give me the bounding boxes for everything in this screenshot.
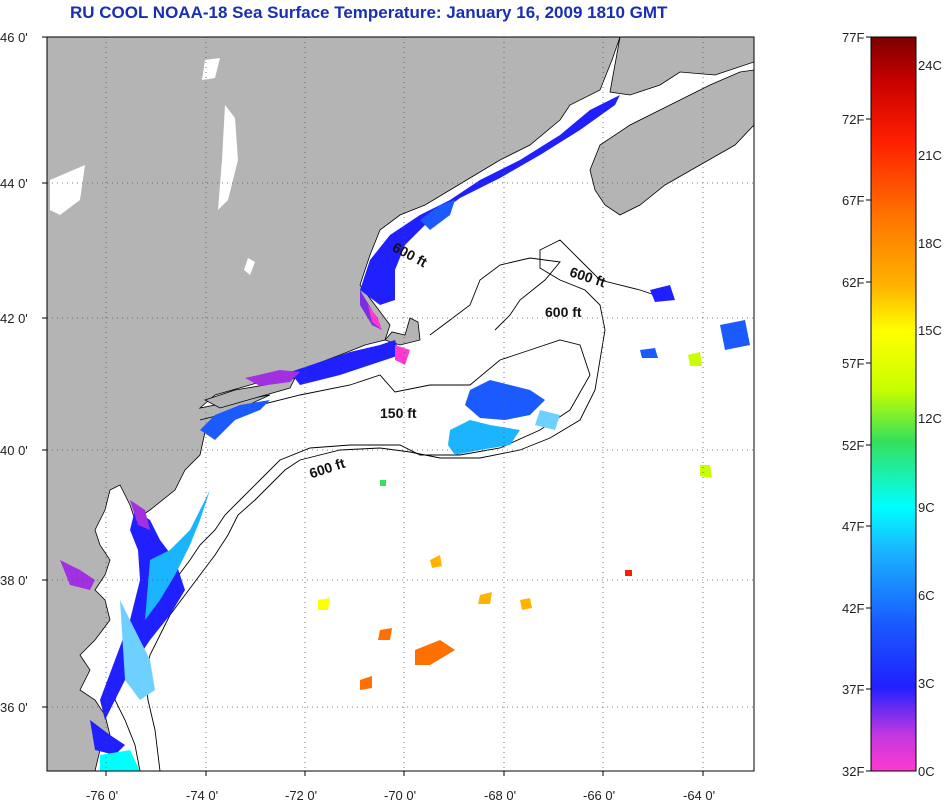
lon-label: -64 0' <box>683 788 715 803</box>
cb-label-c: 9C <box>918 500 935 515</box>
lon-label: -74 0' <box>186 788 218 803</box>
sst-southern-new-england <box>245 340 410 386</box>
colorbar-ticks <box>866 36 871 772</box>
contour-label: 150 ft <box>380 405 417 421</box>
lat-label: 42 0' <box>0 311 28 326</box>
cb-label-c: 21C <box>918 148 942 163</box>
cb-label-c: 3C <box>918 676 935 691</box>
cb-label-c: 24C <box>918 58 942 73</box>
lake <box>244 258 255 275</box>
lat-label: 44 0' <box>0 176 28 191</box>
colorbar-fahrenheit-labels: 77F 72F 67F 62F 57F 52F 47F 42F 37F 32F <box>842 30 864 779</box>
sst-coastal-gulf-of-maine <box>360 95 620 330</box>
land-nova-scotia <box>589 69 754 216</box>
land-cape-cod <box>384 317 421 346</box>
cb-label-c: 0C <box>918 764 935 779</box>
cb-label-f: 47F <box>842 519 864 534</box>
cb-label-f: 67F <box>842 193 864 208</box>
contour-600ft-gulf <box>429 257 561 336</box>
contour-label: 600 ft <box>545 304 582 320</box>
land-canada <box>609 37 754 96</box>
lake <box>218 105 238 210</box>
map-frame <box>46 36 755 772</box>
colorbar <box>870 36 917 772</box>
colorbar-celsius-labels: 24C 21C 18C 15C 12C 9C 6C 3C 0C <box>918 58 942 779</box>
sst-georges-bank <box>448 380 560 455</box>
lake <box>202 58 220 80</box>
cb-label-c: 15C <box>918 323 942 338</box>
cb-label-f: 42F <box>842 601 864 616</box>
latitude-labels: 46 0' 44 0' 42 0' 40 0' 38 0' 36 0' <box>0 30 28 715</box>
land-long-island <box>203 377 296 409</box>
lat-label: 38 0' <box>0 573 28 588</box>
sst-mid-atlantic-shelf <box>60 400 270 771</box>
tick-marks <box>42 36 704 776</box>
lon-label: -70 0' <box>384 788 416 803</box>
cb-label-c: 18C <box>918 236 942 251</box>
cb-label-c: 6C <box>918 588 935 603</box>
lat-label: 40 0' <box>0 443 28 458</box>
lat-label: 46 0' <box>0 30 28 45</box>
cb-label-c: 12C <box>918 411 942 426</box>
cb-label-f: 37F <box>842 682 864 697</box>
cb-label-f: 57F <box>842 356 864 371</box>
lon-label: -68 0' <box>484 788 516 803</box>
longitude-labels: -76 0' -74 0' -72 0' -70 0' -68 0' -66 0… <box>86 788 715 803</box>
lake <box>50 165 85 215</box>
sst-offshore-patches <box>318 285 750 690</box>
cb-label-f: 62F <box>842 275 864 290</box>
contour-600ft <box>299 239 671 461</box>
lon-label: -66 0' <box>583 788 615 803</box>
cb-label-f: 32F <box>842 764 864 779</box>
lon-label: -76 0' <box>86 788 118 803</box>
cb-label-f: 77F <box>842 30 864 45</box>
lon-label: -72 0' <box>285 788 317 803</box>
map-title: RU COOL NOAA-18 Sea Surface Temperature:… <box>70 3 668 22</box>
lat-label: 36 0' <box>0 700 28 715</box>
cb-label-f: 72F <box>842 112 864 127</box>
cb-label-f: 52F <box>842 438 864 453</box>
